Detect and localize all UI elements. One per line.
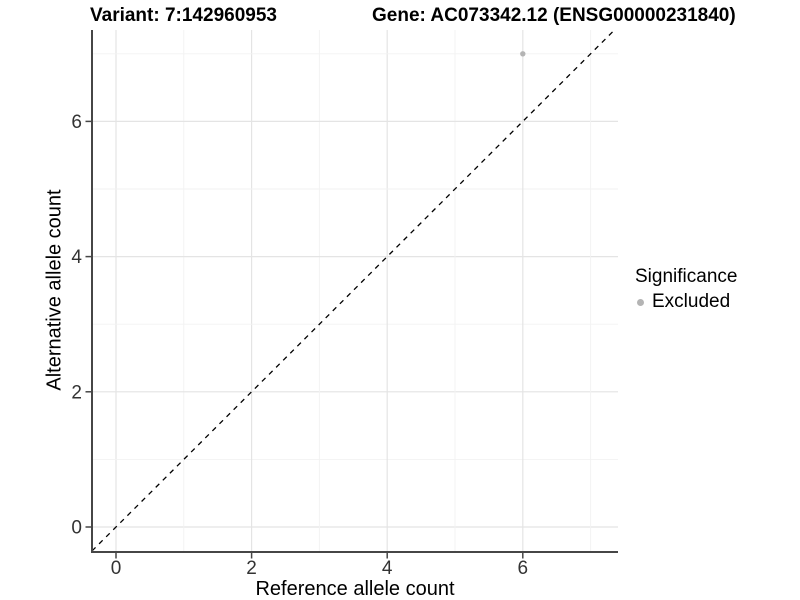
x-tick-label: 6 [518,558,529,579]
data-point [520,51,526,57]
x-axis-title: Reference allele count [255,578,455,600]
y-tick-label: 0 [71,518,82,539]
legend-item-label: Excluded [652,291,731,312]
x-tick-label: 4 [382,558,393,579]
y-tick-label: 6 [71,112,82,133]
y-tick-label: 2 [71,382,82,403]
legend-title: Significance [635,266,738,287]
plot-title-gene: Gene: AC073342.12 (ENSG00000231840) [372,5,736,26]
identity-dashed-line [91,29,615,552]
legend-key [629,293,652,312]
legend-excluded-dot-icon [637,298,644,306]
x-tick-label: 2 [246,558,257,579]
y-axis-title: Alternative allele count [43,189,66,391]
y-tick-label: 4 [71,247,82,268]
plot-title-variant: Variant: 7:142960953 [90,5,277,26]
legend: Significance Excluded [629,266,737,313]
legend-item-excluded: Excluded [629,291,737,313]
x-tick-label: 0 [111,558,122,579]
